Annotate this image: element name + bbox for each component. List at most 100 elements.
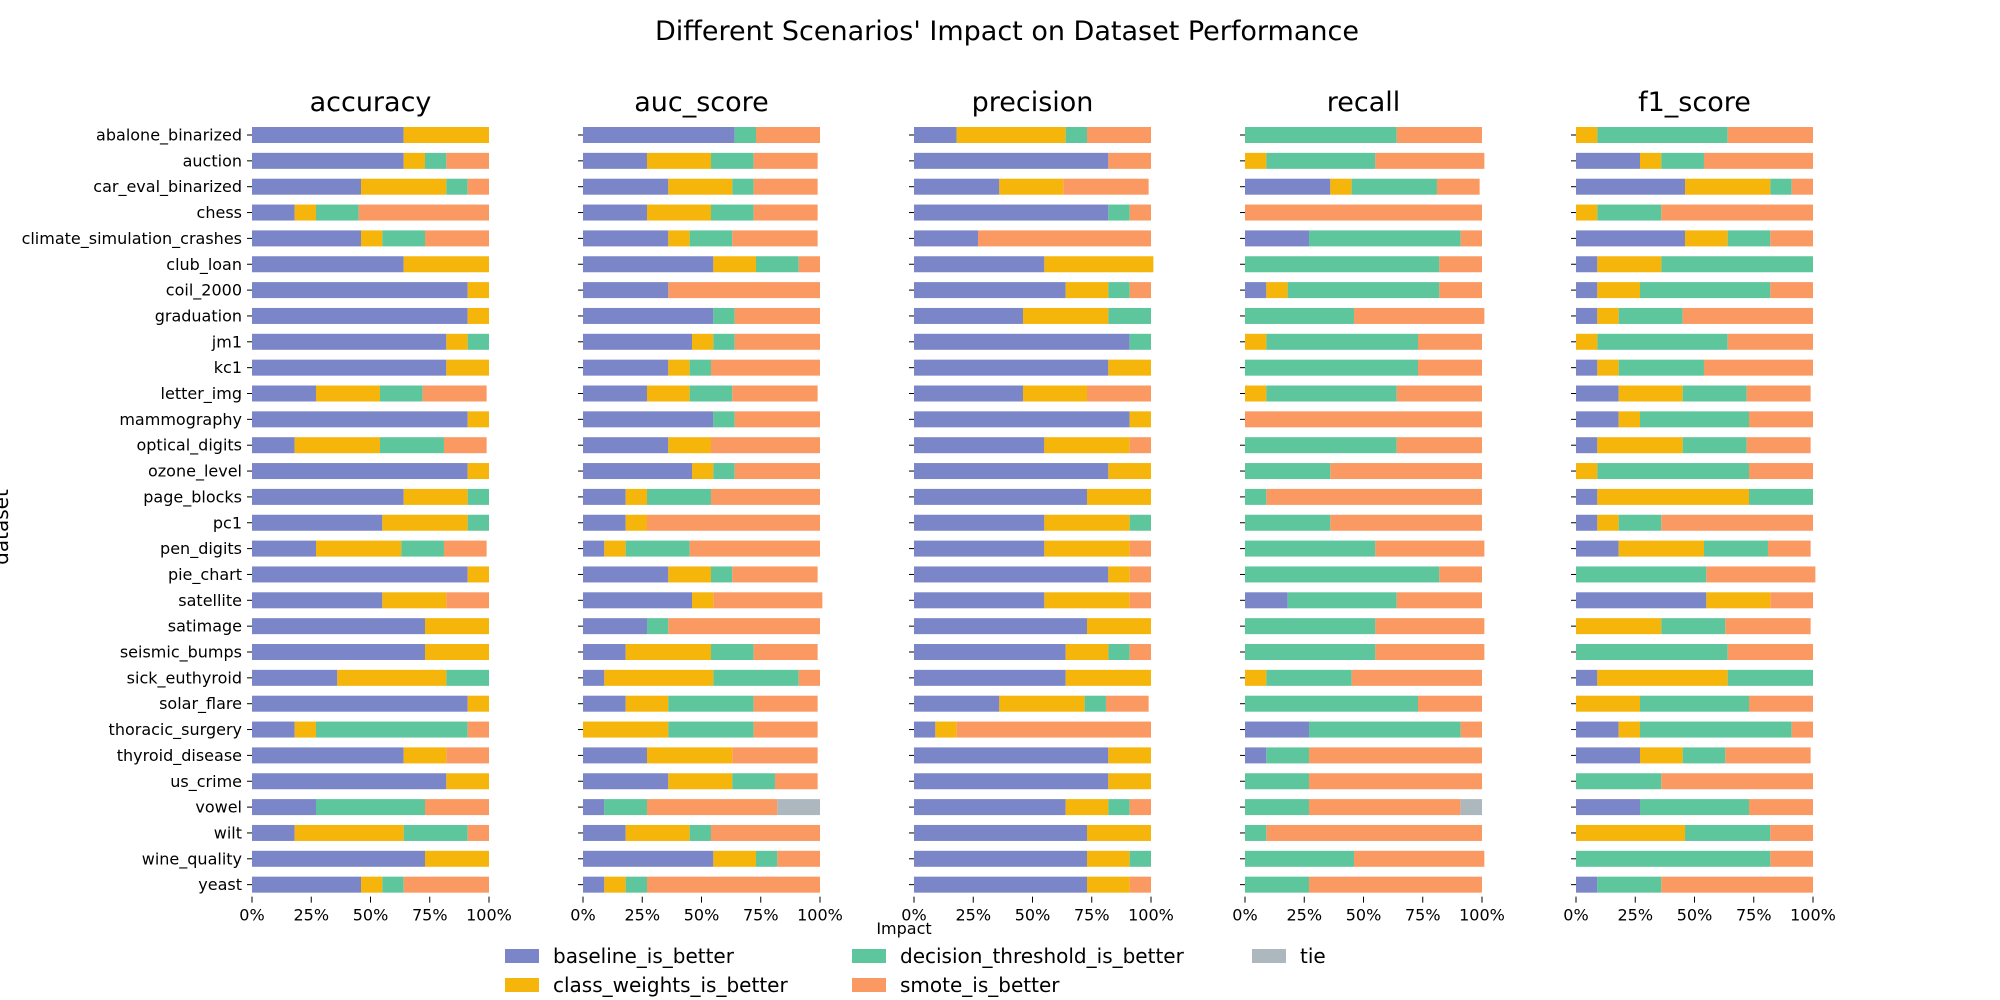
x-tick-label-recall-1: 25% bbox=[1286, 906, 1322, 925]
bar-recall-coil-2000-class-weights-is-better bbox=[1266, 282, 1288, 299]
bar-f1-score-jm1-decision-threshold-is-better bbox=[1597, 333, 1728, 350]
bar-accuracy-page-blocks-decision-threshold-is-better bbox=[467, 488, 489, 505]
bar-f1-score-ozone-level-class-weights-is-better bbox=[1576, 463, 1598, 480]
bar-recall-auction-class-weights-is-better bbox=[1245, 152, 1267, 169]
bar-recall-sick-euthyroid-decision-threshold-is-better bbox=[1266, 669, 1352, 686]
bar-auc-score-wilt-baseline-is-better bbox=[583, 824, 626, 841]
bar-auc-score-sick-euthyroid-baseline-is-better bbox=[583, 669, 605, 686]
bar-precision-pie-chart-class-weights-is-better bbox=[1108, 566, 1130, 583]
bar-precision-kc1-baseline-is-better bbox=[914, 359, 1109, 376]
bar-recall-abalone-binarized-smote-is-better bbox=[1396, 127, 1482, 143]
bar-auc-score-yeast-smote-is-better bbox=[646, 876, 820, 893]
bar-precision-mammography-class-weights-is-better bbox=[1129, 411, 1151, 428]
bar-f1-score-letter-img-smote-is-better bbox=[1746, 385, 1811, 402]
bar-precision-abalone-binarized-baseline-is-better bbox=[914, 127, 957, 143]
bar-f1-score-pc1-baseline-is-better bbox=[1576, 514, 1598, 531]
bar-precision-seismic-bumps-smote-is-better bbox=[1129, 644, 1151, 660]
bar-accuracy-letter-img-decision-threshold-is-better bbox=[379, 385, 423, 402]
bar-f1-score-chess-smote-is-better bbox=[1661, 204, 1813, 221]
bar-f1-score-pc1-class-weights-is-better bbox=[1597, 514, 1619, 531]
bar-f1-score-us-crime-decision-threshold-is-better bbox=[1576, 773, 1662, 790]
bar-auc-score-wine-quality-baseline-is-better bbox=[583, 850, 714, 867]
bar-auc-score-auction-smote-is-better bbox=[753, 152, 818, 169]
bar-auc-score-page-blocks-smote-is-better bbox=[710, 488, 820, 505]
bar-auc-score-vowel-decision-threshold-is-better bbox=[604, 799, 647, 816]
bar-recall-jm1-smote-is-better bbox=[1418, 333, 1482, 350]
bar-f1-score-page-blocks-class-weights-is-better bbox=[1597, 488, 1750, 505]
bar-recall-sick-euthyroid-class-weights-is-better bbox=[1245, 669, 1267, 686]
bar-precision-thoracic-surgery-smote-is-better bbox=[956, 721, 1151, 738]
bar-f1-score-yeast-decision-threshold-is-better bbox=[1597, 876, 1662, 893]
bar-accuracy-seismic-bumps-class-weights-is-better bbox=[425, 644, 489, 660]
bar-f1-score-thyroid-disease-class-weights-is-better bbox=[1639, 747, 1683, 764]
bar-auc-score-climate-simulation-crashes-smote-is-better bbox=[732, 230, 818, 247]
bar-auc-score-mammography-smote-is-better bbox=[734, 411, 820, 428]
bar-accuracy-pie-chart-class-weights-is-better bbox=[467, 566, 489, 583]
bar-precision-graduation-class-weights-is-better bbox=[1023, 307, 1109, 324]
bar-accuracy-sick-euthyroid-class-weights-is-better bbox=[337, 669, 447, 686]
bar-accuracy-kc1-class-weights-is-better bbox=[446, 359, 489, 376]
bar-precision-sick-euthyroid-baseline-is-better bbox=[914, 669, 1066, 686]
bar-recall-car-eval-binarized-smote-is-better bbox=[1436, 178, 1480, 195]
bar-recall-car-eval-binarized-class-weights-is-better bbox=[1330, 178, 1352, 195]
bar-f1-score-thoracic-surgery-decision-threshold-is-better bbox=[1639, 721, 1792, 738]
bar-f1-score-pie-chart-smote-is-better bbox=[1706, 566, 1816, 583]
bar-accuracy-thyroid-disease-smote-is-better bbox=[446, 747, 489, 764]
bar-accuracy-jm1-decision-threshold-is-better bbox=[467, 333, 489, 350]
bar-recall-car-eval-binarized-decision-threshold-is-better bbox=[1351, 178, 1437, 195]
bar-f1-score-satellite-class-weights-is-better bbox=[1706, 592, 1771, 609]
bar-f1-score-ozone-level-decision-threshold-is-better bbox=[1597, 463, 1750, 480]
bar-recall-climate-simulation-crashes-decision-threshold-is-better bbox=[1308, 230, 1461, 247]
bar-accuracy-yeast-smote-is-better bbox=[403, 876, 489, 893]
bar-auc-score-car-eval-binarized-baseline-is-better bbox=[583, 178, 669, 195]
bar-precision-graduation-decision-threshold-is-better bbox=[1108, 307, 1151, 324]
bar-accuracy-yeast-baseline-is-better bbox=[252, 876, 362, 893]
bar-auc-score-ozone-level-class-weights-is-better bbox=[692, 463, 714, 480]
bar-auc-score-pie-chart-class-weights-is-better bbox=[668, 566, 711, 583]
bar-accuracy-pie-chart-baseline-is-better bbox=[252, 566, 468, 583]
bar-accuracy-satellite-smote-is-better bbox=[446, 592, 489, 609]
x-tick-label-precision-1: 25% bbox=[955, 906, 991, 925]
bar-f1-score-auction-decision-threshold-is-better bbox=[1661, 152, 1704, 169]
bar-accuracy-chess-decision-threshold-is-better bbox=[315, 204, 359, 221]
bar-auc-score-thoracic-surgery-decision-threshold-is-better bbox=[668, 721, 754, 738]
bar-precision-vowel-baseline-is-better bbox=[914, 799, 1066, 816]
bar-precision-abalone-binarized-smote-is-better bbox=[1087, 127, 1151, 143]
bar-auc-score-abalone-binarized-baseline-is-better bbox=[583, 127, 735, 143]
bar-auc-score-pen-digits-decision-threshold-is-better bbox=[625, 540, 690, 557]
bar-accuracy-ozone-level-class-weights-is-better bbox=[467, 463, 489, 480]
bar-accuracy-satimage-baseline-is-better bbox=[252, 618, 426, 635]
x-tick-label-precision-3: 75% bbox=[1074, 906, 1110, 925]
x-tick-label-precision-0: 0% bbox=[901, 906, 926, 925]
bar-auc-score-pen-digits-baseline-is-better bbox=[583, 540, 605, 557]
bar-recall-pc1-smote-is-better bbox=[1330, 514, 1482, 531]
bar-auc-score-thoracic-surgery-class-weights-is-better bbox=[583, 721, 669, 738]
bar-auc-score-kc1-baseline-is-better bbox=[583, 359, 669, 376]
panel-auc-score: auc_score 0% 25% 50% 75% 100% bbox=[570, 87, 843, 925]
bar-recall-coil-2000-smote-is-better bbox=[1439, 282, 1482, 299]
bar-precision-wine-quality-decision-threshold-is-better bbox=[1129, 850, 1151, 867]
bar-f1-score-pen-digits-decision-threshold-is-better bbox=[1703, 540, 1768, 557]
bar-f1-score-abalone-binarized-smote-is-better bbox=[1727, 127, 1813, 143]
bar-precision-pen-digits-baseline-is-better bbox=[914, 540, 1045, 557]
bar-recall-solar-flare-decision-threshold-is-better bbox=[1245, 695, 1419, 712]
bar-recall-climate-simulation-crashes-baseline-is-better bbox=[1245, 230, 1309, 247]
bar-accuracy-optical-digits-smote-is-better bbox=[443, 437, 487, 454]
x-tick-label-auc-score-2: 50% bbox=[684, 906, 720, 925]
x-tick-label-f1-score-4: 100% bbox=[1790, 906, 1836, 925]
bar-auc-score-car-eval-binarized-decision-threshold-is-better bbox=[732, 178, 754, 195]
bar-auc-score-optical-digits-baseline-is-better bbox=[583, 437, 669, 454]
bar-precision-thoracic-surgery-class-weights-is-better bbox=[935, 721, 957, 738]
bar-precision-climate-simulation-crashes-smote-is-better bbox=[977, 230, 1151, 247]
bar-recall-optical-digits-decision-threshold-is-better bbox=[1245, 437, 1397, 454]
bar-accuracy-climate-simulation-crashes-smote-is-better bbox=[425, 230, 489, 247]
bar-f1-score-coil-2000-decision-threshold-is-better bbox=[1639, 282, 1771, 299]
bar-f1-score-ozone-level-smote-is-better bbox=[1749, 463, 1813, 480]
bar-auc-score-page-blocks-decision-threshold-is-better bbox=[646, 488, 711, 505]
bar-f1-score-kc1-class-weights-is-better bbox=[1597, 359, 1619, 376]
bar-f1-score-climate-simulation-crashes-class-weights-is-better bbox=[1685, 230, 1728, 247]
bar-f1-score-pc1-decision-threshold-is-better bbox=[1618, 514, 1662, 531]
x-tick-label-accuracy-1: 25% bbox=[293, 906, 329, 925]
bar-recall-abalone-binarized-decision-threshold-is-better bbox=[1245, 127, 1397, 143]
